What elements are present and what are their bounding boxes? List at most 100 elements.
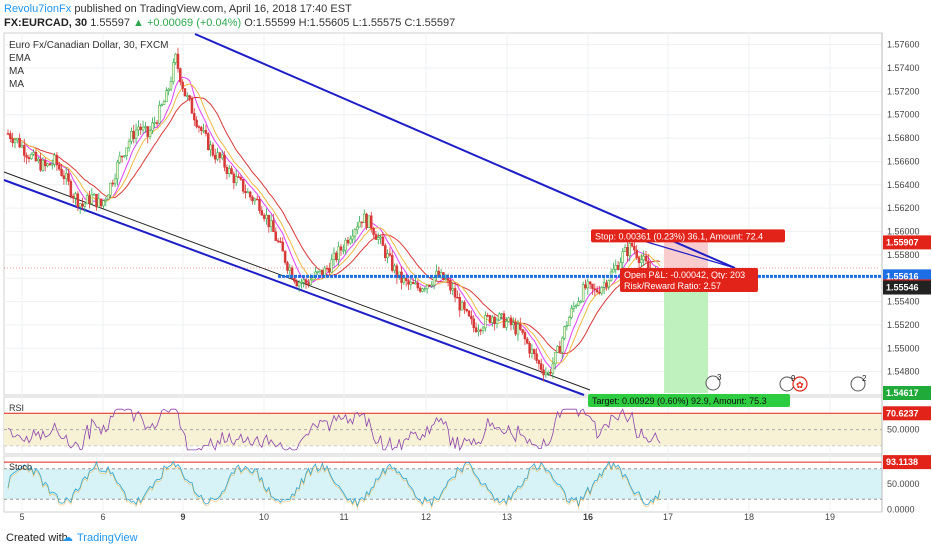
target-zone <box>664 284 708 394</box>
candle-body <box>204 130 208 134</box>
candle-body <box>267 214 271 228</box>
stoch-label: Stoch <box>9 462 32 472</box>
candle-body <box>76 193 80 208</box>
candle-body <box>81 203 84 207</box>
price-axis: 1.57600 1.57400 1.57200 1.57000 1.56800 1.566… <box>881 33 931 512</box>
candle-body <box>539 363 543 371</box>
candle-body <box>337 246 340 261</box>
candle-body <box>542 369 545 376</box>
candle-body <box>202 130 205 132</box>
candle-body <box>6 133 10 135</box>
horizontal-support[interactable] <box>278 239 882 278</box>
price-tick: 1.57400 <box>887 63 920 73</box>
price-tick: 1.56600 <box>887 156 920 166</box>
candle-body <box>460 301 464 311</box>
candle-body <box>20 145 24 148</box>
stop-price-tag: 1.55907 <box>883 235 931 250</box>
event-badges[interactable]: 3 9 2 ✿ <box>705 373 867 392</box>
candle-body <box>155 122 159 124</box>
candle-body <box>356 226 359 231</box>
entry-price-tag-bg <box>883 280 931 295</box>
candle-body <box>195 119 198 127</box>
time-tick: 6 <box>100 512 105 522</box>
candle-body <box>160 104 163 106</box>
candle-body <box>213 154 217 160</box>
time-tick: 11 <box>339 512 348 522</box>
candle-body <box>293 277 296 282</box>
candle-body <box>600 287 604 294</box>
brand-name: TradingView <box>77 532 138 544</box>
candle-body <box>53 154 56 165</box>
rsi-label: RSI <box>9 403 24 413</box>
candle-body <box>598 291 601 294</box>
stoch-tick: 50.0000 <box>887 479 920 489</box>
time-tick: 19 <box>825 512 835 522</box>
candle-body <box>104 198 108 201</box>
cloud-icon: ☁ <box>62 532 73 544</box>
candle-body <box>428 284 431 287</box>
price-tick: 1.55200 <box>887 320 920 330</box>
candle-body <box>290 267 294 279</box>
candle-body <box>626 246 629 257</box>
candle-body <box>514 322 517 335</box>
candle-body <box>444 278 448 280</box>
candle-body <box>537 360 541 364</box>
candle-body <box>255 198 259 201</box>
candle-body <box>120 155 124 158</box>
candle-body <box>279 241 282 243</box>
candle-body <box>237 176 240 178</box>
candle-body <box>339 246 343 251</box>
candle-body <box>421 288 424 292</box>
candle-body <box>647 260 650 269</box>
author-link[interactable]: Revolu7ionFx <box>4 3 72 15</box>
event-badge-icon <box>705 375 721 391</box>
candle-body <box>477 329 480 333</box>
candle-body <box>300 282 303 284</box>
candle-body <box>125 147 129 156</box>
candle-body <box>307 283 310 285</box>
candle-body <box>174 53 177 63</box>
rsi-level-tag <box>883 406 931 421</box>
risk-reward-label: Risk/Reward Ratio: 2.57 <box>624 281 721 291</box>
candle-body <box>472 318 475 328</box>
candle-body <box>516 323 520 335</box>
candle-body <box>360 221 364 224</box>
candle-body <box>432 277 436 286</box>
candle-body <box>486 314 489 317</box>
created-with-text: Created with <box>6 532 68 544</box>
candle-body <box>262 214 266 219</box>
candle-body <box>372 228 375 235</box>
tradingview-logo[interactable]: ☁ TradingView <box>62 531 138 544</box>
candle-body <box>474 327 478 333</box>
candle-body <box>27 157 31 160</box>
candle-body <box>588 281 592 285</box>
candle-body <box>383 245 387 258</box>
entry-price-tag-text: 1.55546 <box>886 283 919 293</box>
candle-body <box>162 101 166 105</box>
candle-body <box>62 175 66 179</box>
candle-body <box>197 126 201 128</box>
candle-body <box>491 316 494 323</box>
candle-body <box>200 127 203 131</box>
candle-body <box>637 257 641 264</box>
candle-body <box>407 280 410 285</box>
candle-body <box>55 154 59 166</box>
candle-body <box>386 253 389 258</box>
candle-body <box>558 346 562 353</box>
time-tick: 18 <box>744 512 754 522</box>
candle-body <box>365 213 368 229</box>
candle-body <box>586 281 590 289</box>
candle-body <box>579 300 583 303</box>
candle-body <box>370 215 373 229</box>
candle-body <box>23 145 26 156</box>
candle-body <box>186 95 189 97</box>
stoch-k-line <box>7 460 661 508</box>
candle-body <box>495 319 499 324</box>
candle-body <box>614 265 618 270</box>
candle-body <box>130 130 133 142</box>
candle-body <box>640 259 643 264</box>
candle-body <box>493 316 496 324</box>
candle-body <box>246 191 250 194</box>
candle-body <box>563 326 566 339</box>
